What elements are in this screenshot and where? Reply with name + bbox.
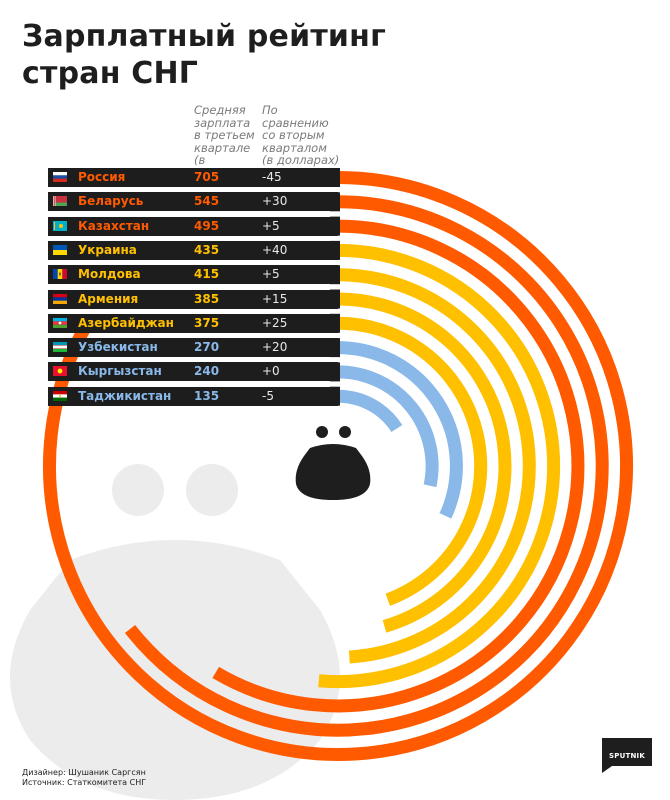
source-credit: Источник: Статкомитета СНГ (22, 778, 147, 787)
flag-md-icon (53, 269, 67, 280)
designer-credit: Дизайнер: Шушаник Саргсян (22, 768, 146, 777)
change-value: +15 (262, 291, 288, 306)
table-row: Казахстан 495 +5 (48, 216, 338, 236)
radial-bars (43, 168, 633, 761)
change-value: +40 (262, 242, 288, 257)
salary-header-line: квартале (194, 140, 251, 155)
change-header-line: По сравнению (262, 103, 329, 130)
salary-header-line: зарплата (194, 115, 251, 130)
purse-icon (295, 426, 371, 500)
credits: Дизайнер: Шушаник Саргсян Источник: Стат… (22, 768, 146, 788)
change-value: +0 (262, 364, 280, 379)
change-header-line: со вторым (262, 128, 325, 142)
radial-bar (124, 195, 609, 737)
table-row: Молдова 415 +5 (48, 265, 338, 285)
radial-bar (337, 341, 463, 519)
table-row: Узбекистан 270 +20 (48, 338, 338, 358)
change-header-line: кварталом (262, 140, 327, 155)
salary-value: 135 (194, 388, 220, 403)
table-row: Кыргызстан 240 +0 (48, 362, 338, 382)
flag-uz-icon (53, 342, 67, 353)
country-label: Кыргызстан (78, 364, 162, 379)
salary-header-line: в третьем (194, 128, 255, 142)
country-label: Беларусь (78, 194, 144, 209)
salary-value: 495 (194, 218, 220, 233)
country-label: Таджикистан (78, 388, 172, 403)
table-row: Украина 435 +40 (48, 240, 338, 260)
salary-value: 435 (194, 242, 220, 257)
salary-value: 270 (194, 340, 220, 355)
country-label: Россия (78, 170, 126, 184)
flag-kg-icon (53, 366, 67, 377)
country-label: Казахстан (78, 218, 150, 233)
country-label: Узбекистан (78, 340, 158, 355)
change-value: +5 (262, 218, 280, 233)
change-value: -45 (262, 170, 282, 184)
change-value: +25 (262, 315, 288, 330)
salary-header-line: Средняя (194, 103, 246, 117)
flag-kz-icon (53, 220, 67, 231)
salary-value: 705 (194, 170, 220, 184)
logo-text: SPUTNIK (609, 752, 645, 760)
table-row: Россия 705 -45 (48, 168, 338, 187)
table-row: Азербайджан 375 +25 (48, 313, 338, 333)
flag-az-icon (53, 317, 67, 328)
salary-value: 385 (194, 291, 220, 306)
radial-bar (337, 292, 512, 633)
page-title: Зарплатный рейтинг стран СНГ (22, 18, 386, 92)
radial-bar (43, 171, 633, 761)
country-label: Молдова (78, 267, 141, 282)
flag-am-icon (53, 293, 67, 304)
table-row: Армения 385 +15 (48, 289, 338, 309)
table-row: Таджикистан 135 -5 (48, 386, 338, 406)
table-row: Беларусь 545 +30 (48, 192, 338, 212)
radial-bar (337, 365, 439, 488)
change-value: +30 (262, 194, 288, 209)
radial-bar (337, 316, 488, 606)
country-label: Азербайджан (78, 315, 174, 330)
change-value: -5 (262, 388, 274, 403)
title-line-2: стран СНГ (22, 56, 199, 91)
radial-bar (337, 268, 536, 664)
change-column-header: По сравнению со вторым кварталом (в долл… (262, 104, 340, 167)
sputnik-logo-icon (602, 738, 652, 773)
country-label: Армения (78, 291, 139, 306)
flag-by-icon (53, 196, 67, 207)
flag-ua-icon (53, 244, 67, 255)
radial-bar (212, 219, 585, 713)
salary-value: 545 (194, 194, 220, 209)
change-header-line: (в долларах) (262, 153, 340, 167)
title-line-1: Зарплатный рейтинг (22, 19, 386, 54)
salary-value: 415 (194, 267, 220, 282)
change-value: +5 (262, 267, 280, 282)
salary-value: 240 (194, 364, 220, 379)
country-label: Украина (78, 242, 137, 257)
flag-tj-icon (53, 390, 67, 401)
change-value: +20 (262, 340, 288, 355)
radial-bar (337, 389, 403, 433)
radial-bar (318, 243, 561, 689)
flag-ru-icon (53, 172, 67, 182)
salary-value: 375 (194, 315, 220, 330)
